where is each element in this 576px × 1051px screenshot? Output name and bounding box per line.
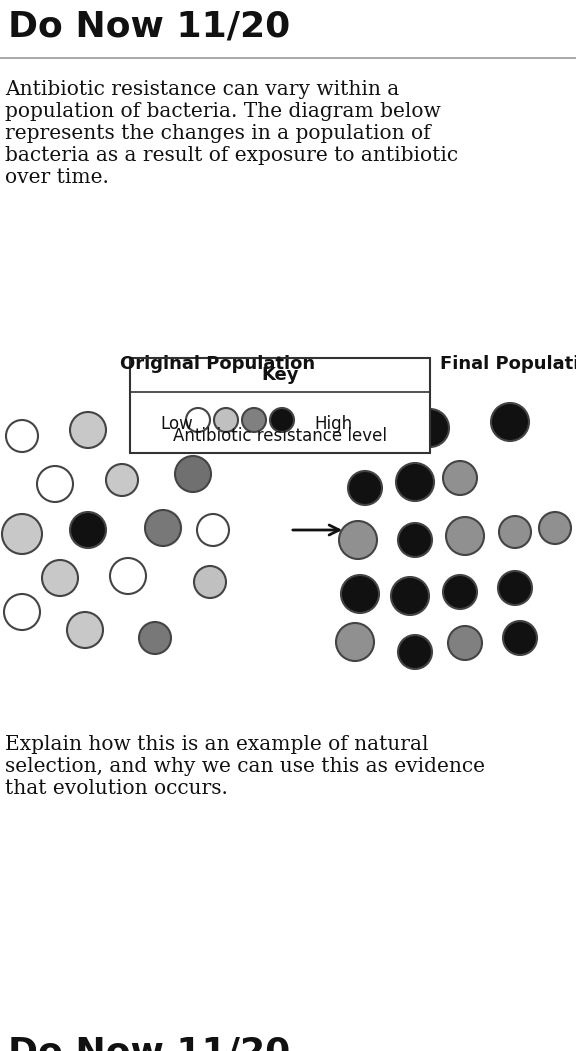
Circle shape <box>491 403 529 441</box>
Bar <box>130 358 430 453</box>
Text: High: High <box>314 415 352 433</box>
Circle shape <box>341 575 379 613</box>
Circle shape <box>336 623 374 661</box>
Text: Original Population: Original Population <box>120 355 315 373</box>
Circle shape <box>214 408 238 432</box>
Circle shape <box>6 420 38 452</box>
Circle shape <box>110 558 146 594</box>
Circle shape <box>145 510 181 547</box>
Circle shape <box>446 517 484 555</box>
Circle shape <box>197 514 229 547</box>
Text: Key: Key <box>262 366 299 384</box>
Circle shape <box>499 516 531 548</box>
Text: over time.: over time. <box>5 168 109 187</box>
Circle shape <box>498 571 532 605</box>
Circle shape <box>139 622 171 654</box>
Text: Antibiotic resistance can vary within a: Antibiotic resistance can vary within a <box>5 80 399 99</box>
Circle shape <box>2 514 42 554</box>
Circle shape <box>175 456 211 492</box>
Circle shape <box>391 577 429 615</box>
Circle shape <box>398 635 432 669</box>
Circle shape <box>398 523 432 557</box>
Circle shape <box>348 471 382 504</box>
Circle shape <box>4 594 40 630</box>
Circle shape <box>42 560 78 596</box>
Text: selection, and why we can use this as evidence: selection, and why we can use this as ev… <box>5 757 485 776</box>
Circle shape <box>351 411 389 449</box>
Text: Explain how this is an example of natural: Explain how this is an example of natura… <box>5 735 429 754</box>
Circle shape <box>443 575 477 609</box>
Circle shape <box>270 408 294 432</box>
Circle shape <box>106 463 138 496</box>
Circle shape <box>242 408 266 432</box>
Circle shape <box>70 412 106 448</box>
Circle shape <box>411 409 449 447</box>
Text: population of bacteria. The diagram below: population of bacteria. The diagram belo… <box>5 102 441 121</box>
Circle shape <box>503 621 537 655</box>
Circle shape <box>448 626 482 660</box>
Circle shape <box>67 612 103 648</box>
Circle shape <box>194 566 226 598</box>
Circle shape <box>339 521 377 559</box>
Text: that evolution occurs.: that evolution occurs. <box>5 779 228 798</box>
Circle shape <box>443 461 477 495</box>
Circle shape <box>186 408 210 432</box>
Text: Antibiotic resistance level: Antibiotic resistance level <box>173 427 387 445</box>
Text: Low: Low <box>160 415 193 433</box>
Text: Do Now 11/20: Do Now 11/20 <box>8 1035 290 1051</box>
Circle shape <box>396 463 434 501</box>
Text: Final Population: Final Population <box>440 355 576 373</box>
Text: Do Now 11/20: Do Now 11/20 <box>8 11 290 44</box>
Circle shape <box>37 466 73 502</box>
Text: bacteria as a result of exposure to antibiotic: bacteria as a result of exposure to anti… <box>5 146 458 165</box>
Circle shape <box>137 397 173 433</box>
Text: represents the changes in a population of: represents the changes in a population o… <box>5 124 431 143</box>
Circle shape <box>70 512 106 548</box>
Circle shape <box>539 512 571 544</box>
